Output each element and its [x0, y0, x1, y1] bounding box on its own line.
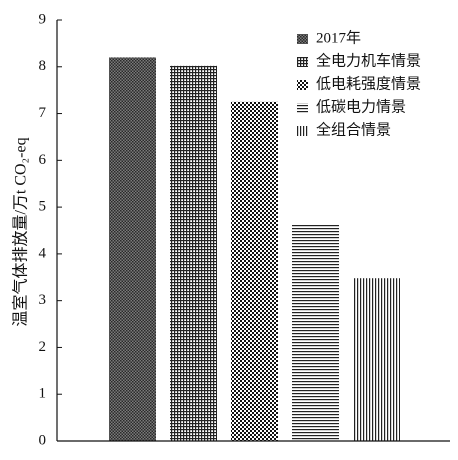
legend-label-5: 全组合情景: [316, 120, 391, 138]
bar-1: [109, 57, 156, 442]
y-axis-label: 温室气体排放量/万t CO₂-eq: [12, 137, 30, 326]
legend-label-1: 2017年: [316, 29, 361, 46]
legend-label-2: 全电力机车情景: [316, 51, 421, 69]
y-tick-label: 6: [39, 152, 47, 168]
legend-label-4: 低碳电力情景: [316, 98, 406, 115]
y-tick-label: 0: [39, 432, 47, 448]
y-tick-label: 9: [39, 11, 47, 27]
y-tick-label: 8: [39, 58, 47, 74]
legend-label-3: 低电耗强度情景: [316, 75, 421, 92]
bar-4: [292, 224, 339, 441]
bar-3: [231, 101, 278, 441]
legend-swatch-5: [297, 126, 308, 136]
legend-swatch-2: [297, 57, 308, 67]
y-ticks: 0 1 2 3 4 5 6 7 8 9: [39, 11, 62, 448]
y-tick-label: 3: [39, 292, 47, 308]
y-tick-label: 7: [39, 105, 47, 121]
y-tick-label: 2: [39, 339, 47, 355]
bar-2: [170, 65, 217, 441]
bars-group: [109, 57, 400, 442]
y-tick-label: 5: [39, 199, 47, 215]
y-tick-label: 1: [39, 386, 47, 402]
y-tick-label: 4: [39, 245, 47, 261]
legend-swatch-3: [297, 80, 308, 90]
bar-5: [353, 278, 400, 441]
legend-swatch-1: [297, 34, 308, 44]
legend-swatch-4: [297, 103, 308, 113]
axes: 0 1 2 3 4 5 6 7 8 9: [39, 11, 450, 448]
